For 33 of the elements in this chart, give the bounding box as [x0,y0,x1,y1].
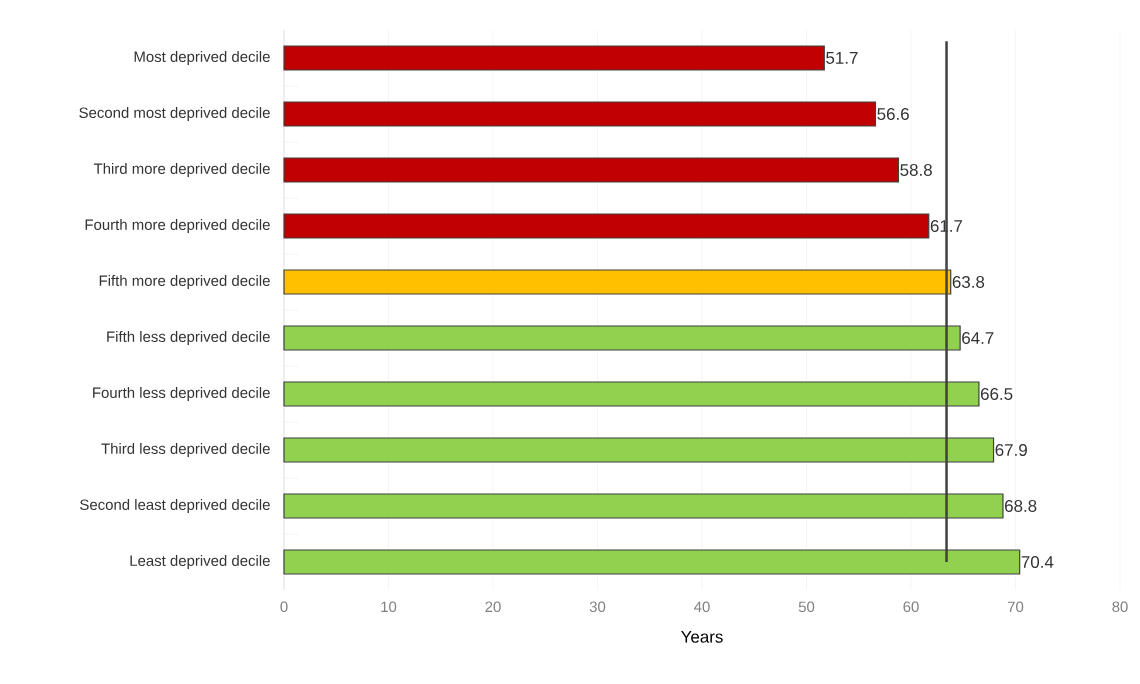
data-label: 68.8 [1005,499,1037,512]
y-tick-label: Third less deprived decile [101,443,270,457]
x-tick-label: 20 [485,601,501,613]
bar [283,45,825,71]
bar [283,213,930,239]
data-label: 58.8 [900,163,932,176]
x-tick-label: 60 [903,601,919,613]
x-tick-label: 10 [381,601,397,613]
y-tick-label: Least deprived decile [130,555,270,569]
x-tick-label: 70 [1007,601,1024,613]
y-tick-label: Fourth more deprived decile [85,219,270,233]
y-tick-label: Second least deprived decile [80,499,270,513]
bar [283,157,900,183]
x-tick-label: 40 [694,601,710,613]
y-tick-label: Fifth less deprived decile [107,331,270,345]
y-tick-label: Most deprived decile [134,51,270,65]
x-axis-title: Years [681,630,723,643]
data-label: 56.6 [877,107,909,120]
y-tick-label: Second most deprived decile [79,107,270,121]
data-label: 51.7 [826,52,858,64]
bar [283,101,877,127]
x-tick-label: 0 [280,601,288,613]
y-tick-label: Fifth more deprived decile [99,275,270,289]
data-label: 70.4 [1021,555,1054,568]
x-tick-label: 30 [589,601,606,613]
y-tick-label: Fourth less deprived decile [93,387,270,401]
y-tick-label: Third more deprived decile [93,163,270,177]
x-tick-label: 50 [798,601,815,613]
data-label: 63.8 [952,275,985,288]
data-label: 66.5 [980,387,1013,400]
x-tick-label: 80 [1112,601,1128,613]
data-label: 67.9 [995,443,1027,456]
data-label: 64.7 [962,331,994,344]
